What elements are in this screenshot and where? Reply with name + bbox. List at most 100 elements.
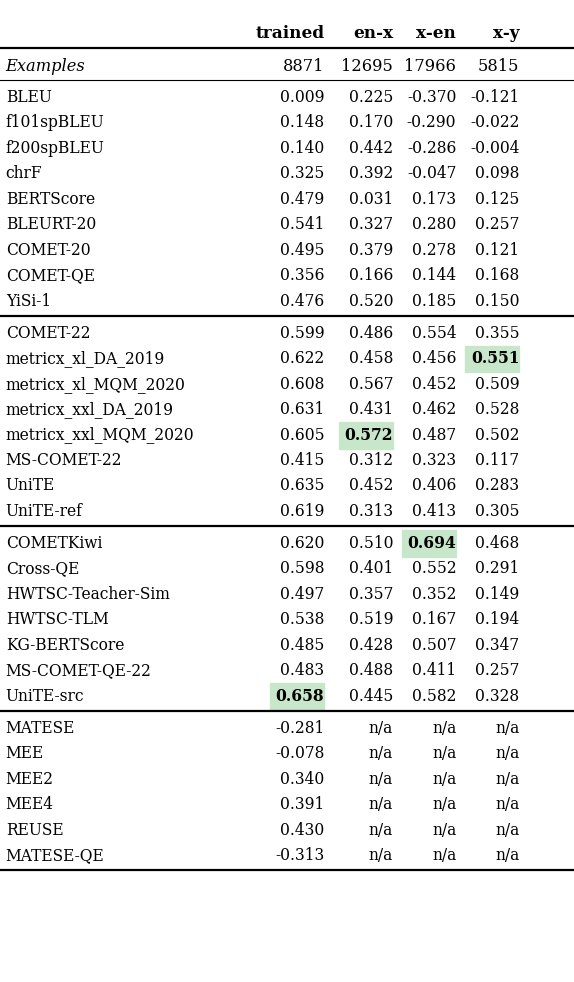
Text: -0.370: -0.370 [407, 89, 456, 106]
Text: 5815: 5815 [478, 58, 519, 75]
Text: x-en: x-en [417, 26, 456, 42]
Text: 0.352: 0.352 [412, 586, 456, 603]
Text: 0.520: 0.520 [348, 293, 393, 309]
Text: 0.170: 0.170 [349, 115, 393, 132]
Text: UniTE-src: UniTE-src [6, 687, 84, 705]
Text: 0.098: 0.098 [475, 165, 519, 183]
Text: REUSE: REUSE [6, 822, 63, 839]
Text: 0.312: 0.312 [349, 452, 393, 469]
Text: YiSi-1: YiSi-1 [6, 293, 51, 309]
Text: 0.502: 0.502 [475, 426, 519, 444]
Text: x-y: x-y [493, 26, 519, 42]
Text: -0.281: -0.281 [275, 720, 324, 736]
Text: 0.173: 0.173 [412, 191, 456, 208]
Text: MATESE: MATESE [6, 720, 75, 736]
Text: MEE4: MEE4 [6, 796, 54, 813]
Text: Cross-QE: Cross-QE [6, 561, 79, 577]
Text: n/a: n/a [432, 771, 456, 788]
Text: 0.167: 0.167 [412, 612, 456, 628]
Text: n/a: n/a [432, 847, 456, 864]
Text: 0.257: 0.257 [475, 216, 519, 234]
Text: n/a: n/a [369, 822, 393, 839]
Text: MEE: MEE [6, 745, 44, 762]
Text: 0.149: 0.149 [475, 586, 519, 603]
Text: HWTSC-TLM: HWTSC-TLM [6, 612, 108, 628]
Text: f101spBLEU: f101spBLEU [6, 115, 104, 132]
Text: HWTSC-Teacher-Sim: HWTSC-Teacher-Sim [6, 586, 169, 603]
Text: 0.658: 0.658 [276, 687, 324, 705]
Text: 0.541: 0.541 [280, 216, 324, 234]
Text: trained: trained [255, 26, 324, 42]
Text: 0.487: 0.487 [412, 426, 456, 444]
Text: 0.327: 0.327 [349, 216, 393, 234]
Text: 0.430: 0.430 [280, 822, 324, 839]
Text: -0.121: -0.121 [470, 89, 519, 106]
Text: 0.313: 0.313 [349, 503, 393, 519]
Text: 0.392: 0.392 [349, 165, 393, 183]
Text: 0.291: 0.291 [475, 561, 519, 577]
Text: 0.278: 0.278 [412, 242, 456, 258]
Text: 0.620: 0.620 [280, 535, 324, 552]
Text: MS-COMET-22: MS-COMET-22 [6, 452, 122, 469]
Text: 0.428: 0.428 [349, 636, 393, 654]
Text: 0.148: 0.148 [280, 115, 324, 132]
Text: 0.413: 0.413 [412, 503, 456, 519]
Text: 0.117: 0.117 [475, 452, 519, 469]
Text: 0.486: 0.486 [349, 325, 393, 342]
Text: 0.415: 0.415 [280, 452, 324, 469]
Text: -0.286: -0.286 [407, 139, 456, 157]
Text: 0.445: 0.445 [349, 687, 393, 705]
Text: 0.225: 0.225 [349, 89, 393, 106]
Text: 0.572: 0.572 [345, 426, 393, 444]
Text: 0.495: 0.495 [280, 242, 324, 258]
Text: BERTScore: BERTScore [6, 191, 95, 208]
Text: MS-COMET-QE-22: MS-COMET-QE-22 [6, 662, 152, 680]
Text: 0.488: 0.488 [349, 662, 393, 680]
Text: 0.519: 0.519 [348, 612, 393, 628]
FancyBboxPatch shape [402, 530, 456, 557]
Text: 0.305: 0.305 [475, 503, 519, 519]
Text: MATESE-QE: MATESE-QE [6, 847, 104, 864]
Text: -0.022: -0.022 [470, 115, 519, 132]
Text: 0.411: 0.411 [412, 662, 456, 680]
Text: 17966: 17966 [405, 58, 456, 75]
Text: n/a: n/a [432, 720, 456, 736]
Text: 0.144: 0.144 [412, 267, 456, 284]
Text: 0.431: 0.431 [349, 401, 393, 418]
Text: n/a: n/a [432, 796, 456, 813]
Text: 0.401: 0.401 [349, 561, 393, 577]
Text: 0.340: 0.340 [280, 771, 324, 788]
Text: -0.078: -0.078 [275, 745, 324, 762]
Text: 0.479: 0.479 [280, 191, 324, 208]
Text: 0.483: 0.483 [280, 662, 324, 680]
Text: BLEU: BLEU [6, 89, 52, 106]
Text: BLEURT-20: BLEURT-20 [6, 216, 96, 234]
Text: 0.168: 0.168 [475, 267, 519, 284]
Text: n/a: n/a [495, 720, 519, 736]
Text: 0.497: 0.497 [280, 586, 324, 603]
Text: 0.507: 0.507 [412, 636, 456, 654]
Text: 0.619: 0.619 [280, 503, 324, 519]
Text: 0.694: 0.694 [408, 535, 456, 552]
FancyBboxPatch shape [339, 422, 393, 449]
Text: 0.458: 0.458 [349, 351, 393, 367]
Text: metricx_xxl_DA_2019: metricx_xxl_DA_2019 [6, 401, 174, 418]
Text: 0.567: 0.567 [348, 376, 393, 393]
Text: n/a: n/a [369, 720, 393, 736]
Text: n/a: n/a [369, 771, 393, 788]
Text: n/a: n/a [495, 745, 519, 762]
Text: 0.622: 0.622 [280, 351, 324, 367]
Text: 0.509: 0.509 [475, 376, 519, 393]
Text: 0.442: 0.442 [349, 139, 393, 157]
Text: 0.406: 0.406 [412, 477, 456, 495]
Text: 0.379: 0.379 [349, 242, 393, 258]
Text: n/a: n/a [369, 796, 393, 813]
Text: n/a: n/a [369, 847, 393, 864]
Text: 0.456: 0.456 [412, 351, 456, 367]
Text: 0.631: 0.631 [280, 401, 324, 418]
Text: 0.476: 0.476 [280, 293, 324, 309]
Text: MEE2: MEE2 [6, 771, 54, 788]
Text: 0.347: 0.347 [475, 636, 519, 654]
Text: 0.528: 0.528 [475, 401, 519, 418]
Text: metricx_xl_MQM_2020: metricx_xl_MQM_2020 [6, 376, 185, 393]
